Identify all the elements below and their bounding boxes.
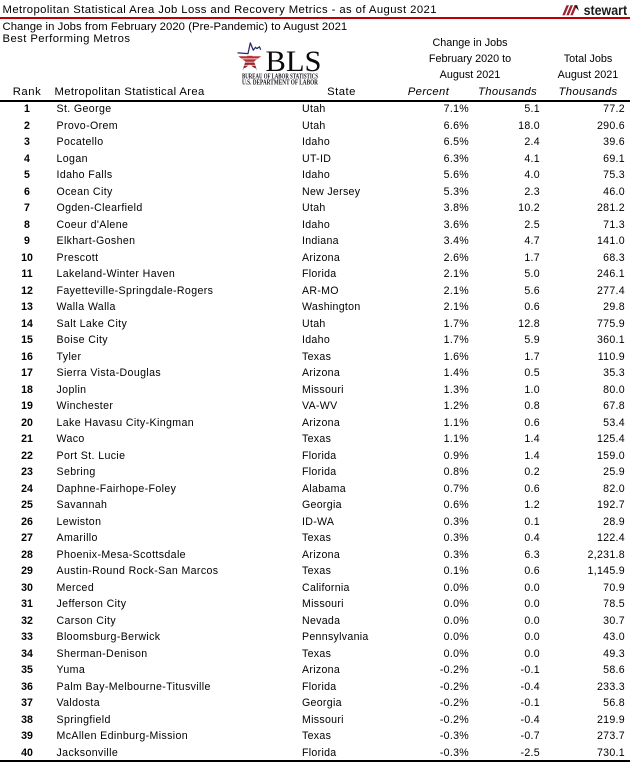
svg-text:stewart: stewart	[584, 2, 628, 18]
svg-text:BLS: BLS	[266, 45, 322, 78]
svg-text:U.S. DEPARTMENT OF LABOR: U.S. DEPARTMENT OF LABOR	[242, 79, 319, 86]
svg-text:BUREAU OF LABOR STATISTICS: BUREAU OF LABOR STATISTICS	[242, 73, 318, 80]
